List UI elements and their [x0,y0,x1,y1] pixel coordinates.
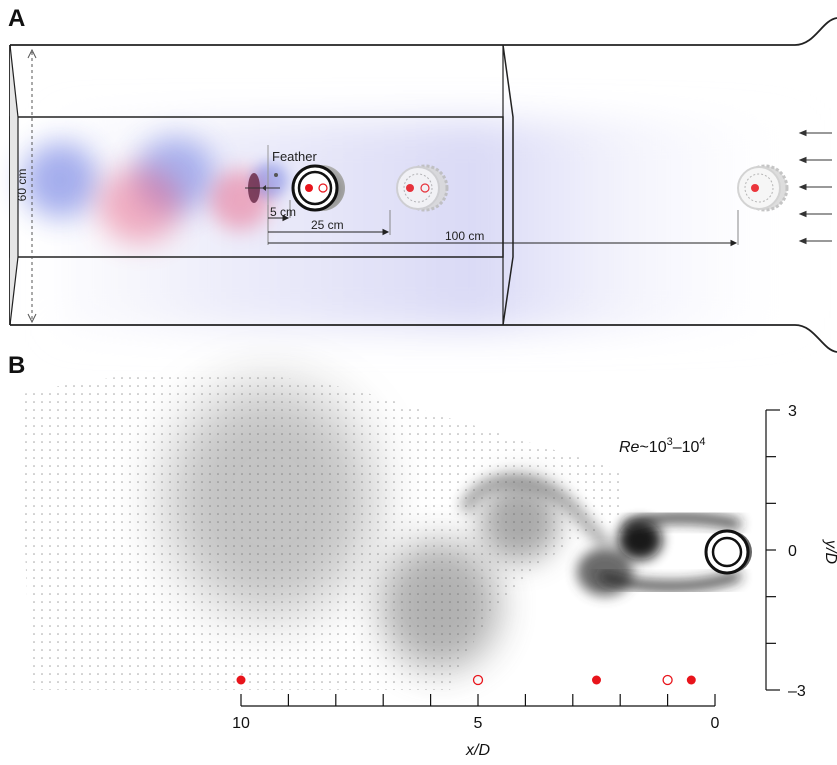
re-dash: –10 [673,439,700,456]
cylinder-upstream-1 [396,164,449,212]
re-exp1: 3 [667,436,673,448]
y-tick-label: 3 [788,403,797,420]
y-axis-title: y/D [822,539,837,564]
height-label: 60 cm [15,169,29,202]
filled-marker [236,675,246,685]
cylinder-upstream-2 [737,164,789,212]
collimator [502,44,514,326]
position-markers [236,674,696,686]
dist-5-label: 5 cm [270,205,296,219]
cylinder-main [291,164,345,212]
panel-a-letter: A [8,5,26,32]
feather [245,145,280,205]
x-tick-label: 5 [474,715,483,732]
filled-marker [686,675,696,685]
x-axis-title: x/D [465,742,490,759]
x-tick-label: 10 [232,715,250,732]
re-prefix: Re [619,439,640,456]
open-marker [472,674,484,686]
y-tick-label: –3 [788,683,806,700]
dist-100-label: 100 cm [445,229,484,243]
panel-b: Re~103–104 10 5 0 30–3 x/D y/D [20,372,837,759]
wake-vortices-a [22,137,288,243]
x-tick-label: 0 [711,715,720,732]
re-exp2: 4 [699,436,705,448]
flow-arrows [798,129,832,245]
cylinder-b [704,529,752,575]
distance-markers [267,200,739,247]
y-tick-label: 0 [788,543,797,560]
wake-vortices-b [165,385,742,670]
y-axis: 3 0 –3 [765,403,806,700]
dist-25-label: 25 cm [311,218,344,232]
panel-a: 60 cm Feather [9,17,837,353]
panel-b-letter: B [8,352,26,379]
filled-marker [592,675,601,685]
x-axis: 10 5 0 [232,694,720,732]
re-mid: ~10 [639,439,666,456]
open-marker [662,674,673,686]
feather-label: Feather [272,149,317,164]
reynolds-label: Re~103–104 [619,436,706,456]
